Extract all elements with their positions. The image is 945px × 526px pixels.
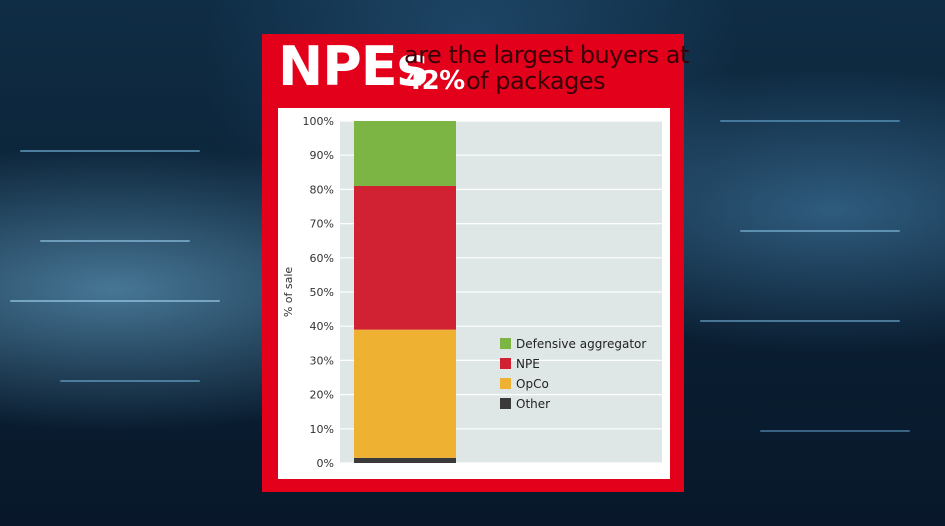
- y-tick-label: 70%: [310, 218, 334, 231]
- light-streak: [740, 230, 900, 232]
- legend-label-opco: OpCo: [516, 377, 549, 391]
- y-tick-label: 30%: [310, 354, 334, 367]
- light-streak: [10, 300, 220, 302]
- y-tick-label: 100%: [303, 115, 334, 128]
- legend-label-defensive-aggregator: Defensive aggregator: [516, 337, 646, 351]
- legend-swatch-npe: [500, 358, 511, 369]
- light-streak: [20, 150, 200, 152]
- legend-swatch-defensive-aggregator: [500, 338, 511, 349]
- y-tick-label: 50%: [310, 286, 334, 299]
- y-tick-label: 60%: [310, 252, 334, 265]
- y-tick-label: 90%: [310, 149, 334, 162]
- headline-line1: are the largest buyers at: [404, 41, 689, 69]
- headline: NPEs are the largest buyers at 42% of pa…: [278, 35, 689, 100]
- stacked-bar-chart: 0% 10% 20% 30% 40% 50% 60% 70% 80% 90% 100% % of sa…: [282, 115, 662, 470]
- legend-swatch-opco: [500, 378, 511, 389]
- headline-percent: 42%: [404, 66, 465, 96]
- light-streak: [40, 240, 190, 242]
- light-streak: [720, 120, 900, 122]
- headline-npes: NPEs: [278, 35, 429, 98]
- legend-label-npe: NPE: [516, 357, 540, 371]
- bar-segment-other: [354, 457, 456, 463]
- bar-segment-opco: [354, 329, 456, 458]
- legend-swatch-other: [500, 398, 511, 409]
- light-streak: [700, 320, 900, 322]
- light-streak: [60, 380, 200, 382]
- light-streak: [760, 430, 910, 432]
- y-tick-label: 80%: [310, 183, 334, 196]
- y-tick-label: 0%: [317, 457, 334, 470]
- y-tick-label: 40%: [310, 320, 334, 333]
- y-tick-label: 10%: [310, 423, 334, 436]
- y-tick-label: 20%: [310, 389, 334, 402]
- bar-segment-npe: [354, 185, 456, 330]
- headline-line2: of packages: [466, 67, 606, 95]
- legend-label-other: Other: [516, 397, 550, 411]
- chart-panel: 0% 10% 20% 30% 40% 50% 60% 70% 80% 90% 100% % of sa…: [278, 108, 670, 479]
- y-axis-label: % of sale: [282, 267, 295, 318]
- bar-segment-defensive-aggregator: [354, 121, 456, 186]
